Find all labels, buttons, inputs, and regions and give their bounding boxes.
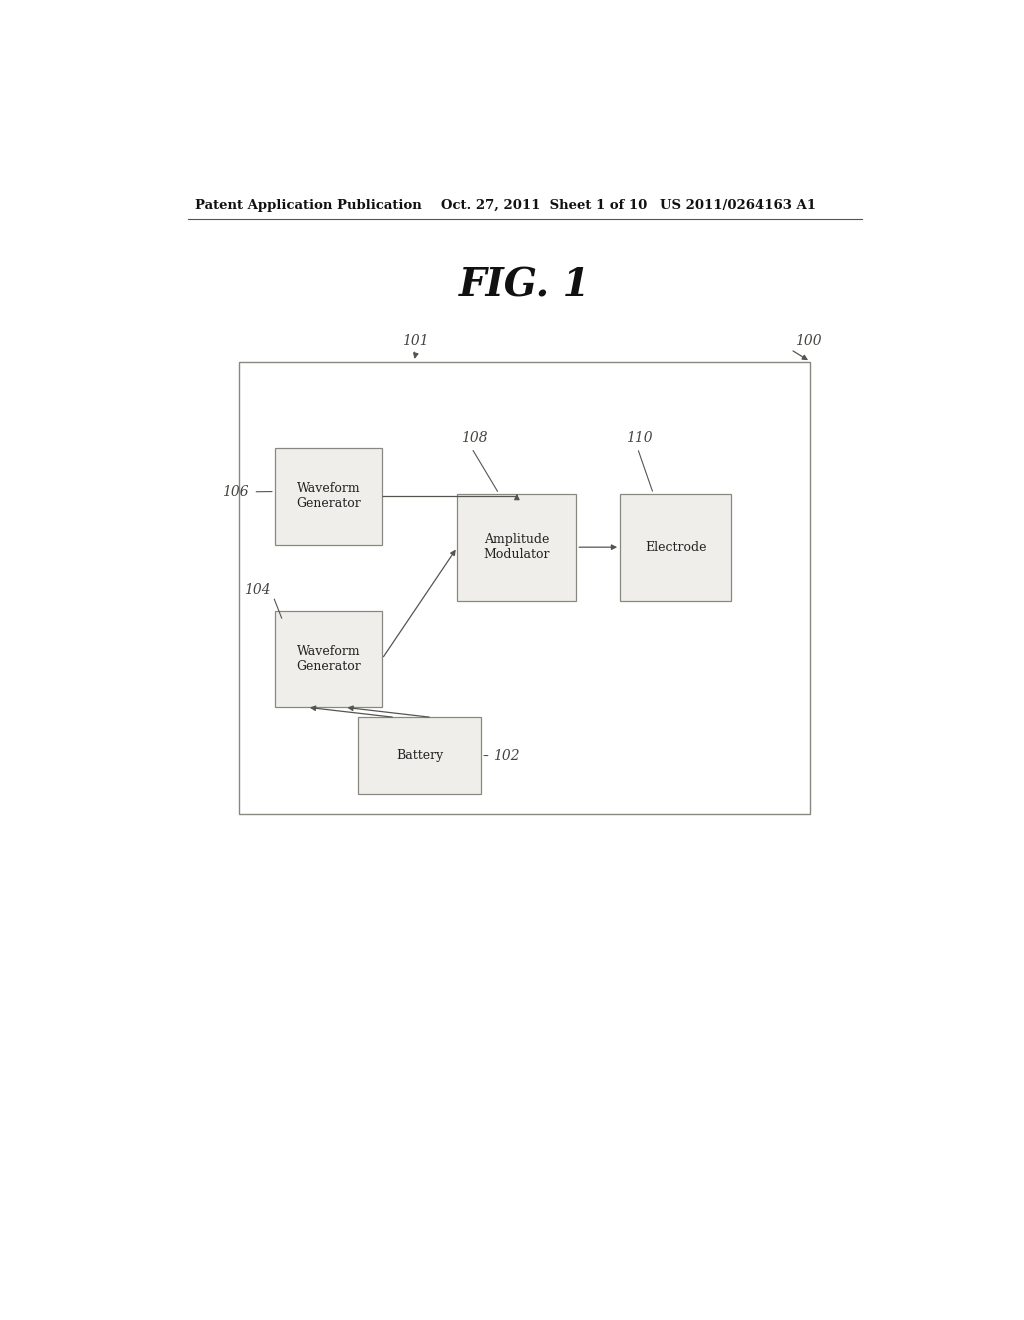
Text: 108: 108 (461, 430, 488, 445)
Text: Patent Application Publication: Patent Application Publication (196, 198, 422, 211)
Text: 110: 110 (627, 430, 653, 445)
Bar (358, 718, 481, 793)
Text: 100: 100 (795, 334, 821, 348)
Text: Battery: Battery (396, 748, 443, 762)
Text: FIG. 1: FIG. 1 (459, 267, 591, 305)
Bar (274, 611, 382, 708)
Bar (620, 494, 731, 601)
Text: Electrode: Electrode (645, 541, 707, 553)
Text: Waveform
Generator: Waveform Generator (296, 645, 360, 673)
Bar (240, 362, 811, 814)
Text: 106: 106 (222, 484, 249, 499)
Bar (274, 447, 382, 545)
Text: Amplitude
Modulator: Amplitude Modulator (483, 533, 550, 561)
Bar (458, 494, 577, 601)
Text: 102: 102 (494, 748, 520, 763)
Text: US 2011/0264163 A1: US 2011/0264163 A1 (659, 198, 816, 211)
Text: 101: 101 (401, 334, 428, 348)
Text: Oct. 27, 2011  Sheet 1 of 10: Oct. 27, 2011 Sheet 1 of 10 (441, 198, 648, 211)
Text: 104: 104 (244, 583, 270, 598)
Text: Waveform
Generator: Waveform Generator (296, 482, 360, 511)
